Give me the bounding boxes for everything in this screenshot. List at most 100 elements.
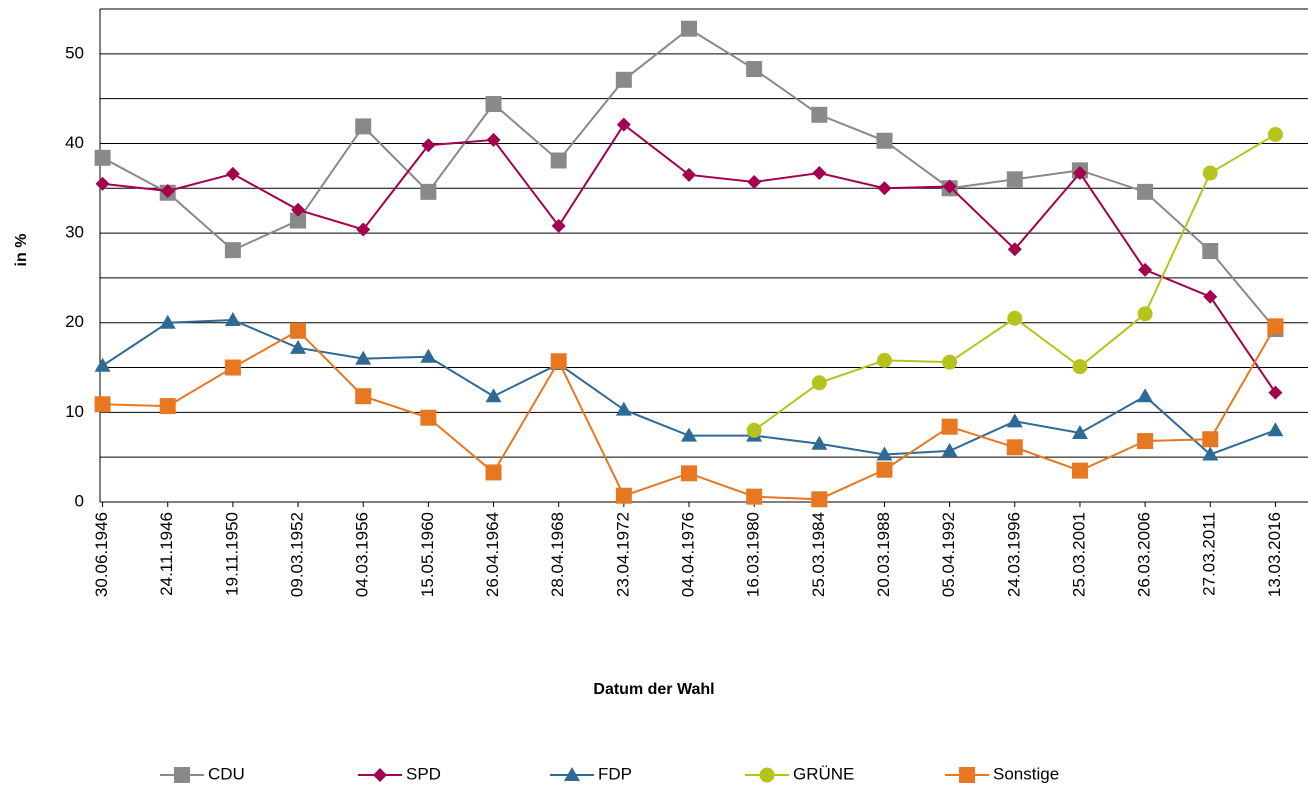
legend-label: SPD xyxy=(406,764,441,783)
x-tick-label: 30.06.1946 xyxy=(92,512,111,597)
data-point xyxy=(355,388,372,405)
legend-marker xyxy=(759,767,775,783)
legend-label: GRÜNE xyxy=(793,764,854,783)
data-point xyxy=(616,117,631,132)
data-point xyxy=(1202,431,1219,448)
data-point xyxy=(876,461,893,478)
data-point xyxy=(681,427,697,442)
legend-label: CDU xyxy=(208,764,245,783)
legend-label: Sonstige xyxy=(993,764,1059,783)
data-point xyxy=(1137,183,1154,200)
x-tick-label: 16.03.1980 xyxy=(744,512,763,597)
data-point xyxy=(1006,413,1023,428)
x-tick-label: 19.11.1950 xyxy=(222,512,241,596)
data-point xyxy=(1202,243,1219,260)
data-point xyxy=(420,348,437,363)
data-point xyxy=(1137,306,1153,322)
data-point xyxy=(1267,318,1284,335)
data-point xyxy=(811,375,827,391)
x-tick-label: 04.03.1956 xyxy=(353,512,372,597)
data-point xyxy=(876,446,893,461)
y-tick-label: 40 xyxy=(65,133,84,152)
data-point xyxy=(421,138,436,153)
y-tick-label: 10 xyxy=(65,402,84,421)
data-point xyxy=(941,442,958,457)
y-tick-label: 50 xyxy=(65,43,84,62)
legend-label: FDP xyxy=(598,764,632,783)
data-point xyxy=(1267,126,1283,142)
data-point xyxy=(1138,262,1153,277)
data-point xyxy=(942,354,958,370)
data-point xyxy=(746,422,762,438)
legend-marker xyxy=(373,768,387,782)
data-point xyxy=(1007,310,1023,326)
data-point xyxy=(420,409,437,426)
data-point xyxy=(812,166,827,181)
x-tick-label: 26.04.1964 xyxy=(483,512,502,597)
data-point xyxy=(485,96,502,113)
x-tick-label: 04.04.1976 xyxy=(678,512,697,597)
data-point xyxy=(1072,166,1087,181)
data-point xyxy=(941,418,958,435)
y-tick-label: 0 xyxy=(75,491,84,510)
data-point xyxy=(356,222,371,237)
data-point xyxy=(811,435,828,450)
data-point xyxy=(225,166,240,181)
x-tick-label: 13.03.2016 xyxy=(1265,512,1284,597)
data-point xyxy=(615,487,632,504)
data-point xyxy=(615,71,632,88)
data-point xyxy=(747,174,762,189)
data-point xyxy=(160,183,175,198)
series-line xyxy=(102,123,1277,394)
data-point xyxy=(942,179,957,194)
data-point xyxy=(486,132,501,147)
y-axis-label: in % xyxy=(13,234,30,267)
x-tick-label: 25.03.2001 xyxy=(1069,512,1088,597)
x-tick-label: 05.04.1992 xyxy=(939,512,958,597)
data-point xyxy=(355,350,372,365)
data-point xyxy=(159,314,176,329)
data-point xyxy=(290,339,307,354)
data-point xyxy=(811,491,828,508)
legend-marker xyxy=(959,767,975,783)
data-point xyxy=(94,149,111,166)
data-point xyxy=(1071,424,1088,439)
data-point xyxy=(420,183,437,200)
x-axis-label: Datum der Wahl xyxy=(593,681,714,698)
data-point xyxy=(1137,433,1154,450)
y-tick-label: 20 xyxy=(65,312,84,331)
data-point xyxy=(224,359,241,376)
data-point xyxy=(746,61,763,78)
data-point xyxy=(1006,439,1023,456)
data-point xyxy=(1203,289,1218,304)
data-point xyxy=(1202,446,1219,461)
data-point xyxy=(485,464,502,481)
data-point xyxy=(94,357,111,372)
data-point xyxy=(1071,462,1088,479)
data-point xyxy=(876,352,892,368)
x-tick-label: 23.04.1972 xyxy=(613,512,632,597)
legend-marker xyxy=(174,767,190,783)
data-point xyxy=(1072,359,1088,375)
legend-marker xyxy=(564,767,580,781)
data-point xyxy=(1006,171,1023,188)
data-point xyxy=(811,106,828,123)
data-point xyxy=(1007,242,1022,257)
x-tick-label: 27.03.2011 xyxy=(1200,512,1219,596)
data-point xyxy=(682,167,696,182)
data-point xyxy=(550,152,567,169)
data-point xyxy=(290,322,307,339)
x-tick-label: 20.03.1988 xyxy=(874,512,893,597)
data-point xyxy=(224,312,241,327)
x-tick-label: 24.03.1996 xyxy=(1004,512,1023,597)
data-point xyxy=(550,353,567,370)
data-point xyxy=(551,218,566,233)
x-tick-label: 09.03.1952 xyxy=(288,512,307,597)
data-point xyxy=(615,401,632,416)
x-tick-label: 26.03.2006 xyxy=(1135,512,1154,597)
data-point xyxy=(1137,388,1154,403)
x-tick-label: 25.03.1984 xyxy=(809,512,828,597)
x-tick-label: 28.04.1968 xyxy=(548,512,567,597)
data-point xyxy=(876,132,893,149)
